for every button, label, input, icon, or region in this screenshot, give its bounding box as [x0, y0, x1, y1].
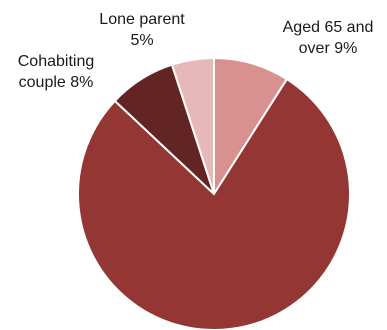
- slice-label-cohabiting-couple: Cohabiting couple 8%: [18, 53, 95, 91]
- slice-label-line: Lone parent: [99, 11, 185, 28]
- slice-label-line: Aged 65 and: [283, 19, 374, 36]
- slice-label-line: over 9%: [299, 40, 358, 57]
- labels-layer: Aged 65 and over 9% Cohabiting couple 8% Lon…: [18, 11, 374, 91]
- slice-label-line: Cohabiting: [18, 53, 95, 70]
- slice-label-lone-parent: Lone parent 5%: [99, 11, 185, 49]
- pie-slice-lone-parent: [170, 56, 215, 195]
- slice-label-line: 5%: [130, 32, 153, 49]
- slice-label-aged-65-and-over: Aged 65 and over 9%: [283, 19, 374, 57]
- slices-layer: [77, 56, 351, 330]
- slice-label-line: couple 8%: [19, 74, 94, 91]
- pie-slice-unlabelled: [77, 77, 351, 330]
